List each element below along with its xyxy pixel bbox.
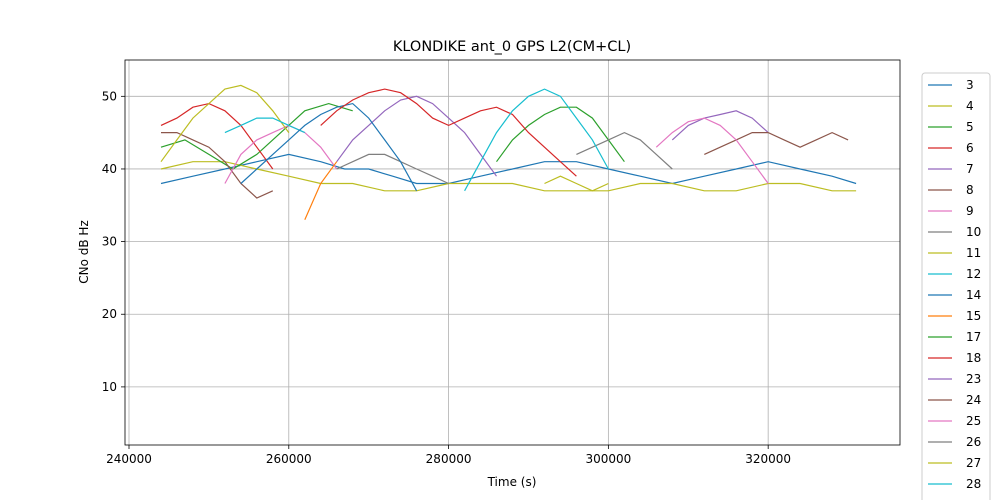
series-line-8 [161, 132, 274, 199]
series-line-4 [160, 161, 857, 192]
legend-label-25: 25 [966, 414, 981, 428]
series-line-7 [336, 95, 497, 177]
axis-ticks: 240000 260000 280000 300000 320000 10 20 30 40 50 [102, 89, 791, 466]
legend-label-23: 23 [966, 372, 981, 386]
plot-frame [124, 59, 901, 446]
x-tick-label: 320000 [745, 452, 791, 466]
legend-label-4: 4 [966, 99, 974, 113]
x-tick-label: 280000 [426, 452, 472, 466]
legend-label-5: 5 [966, 120, 974, 134]
series-line-17 [496, 106, 625, 163]
legend: 3 4 5 6 7 8 9 10 11 12 14 15 17 18 23 24 25 26 27 28 [921, 72, 991, 500]
legend-label-17: 17 [966, 330, 981, 344]
series-line-14 [240, 102, 418, 192]
series-line-27 [544, 175, 609, 192]
legend-label-26: 26 [966, 435, 981, 449]
series-line-15 [304, 161, 338, 221]
legend-label-10: 10 [966, 225, 981, 239]
series-line-10 [336, 153, 449, 185]
legend-label-7: 7 [966, 162, 974, 176]
y-axis-label: CNo dB Hz [77, 220, 91, 284]
legend-label-27: 27 [966, 456, 981, 470]
legend-label-18: 18 [966, 351, 981, 365]
x-tick-label: 260000 [266, 452, 312, 466]
y-tick-label: 20 [102, 307, 117, 321]
legend-label-28: 28 [966, 477, 981, 491]
legend-label-3: 3 [966, 78, 974, 92]
legend-label-6: 6 [966, 141, 974, 155]
series-line-25 [655, 117, 769, 184]
series-line-3 [160, 153, 857, 185]
series-line-18 [320, 88, 577, 177]
series-line-23 [671, 110, 769, 141]
y-tick-label: 30 [102, 235, 117, 249]
legend-label-11: 11 [966, 246, 981, 260]
legend-label-8: 8 [966, 183, 974, 197]
y-tick-label: 40 [102, 162, 117, 176]
series-line-24 [704, 131, 849, 155]
legend-label-15: 15 [966, 309, 981, 323]
x-axis-label: Time (s) [487, 475, 537, 489]
series-line-26 [576, 131, 673, 170]
series-line-28 [464, 88, 609, 192]
series-line-12 [224, 117, 306, 134]
series-line-11 [160, 84, 290, 163]
y-tick-label: 10 [102, 380, 117, 394]
plot-lines [160, 84, 857, 221]
x-tick-label: 240000 [106, 452, 152, 466]
legend-label-12: 12 [966, 267, 981, 281]
y-tick-label: 50 [102, 89, 117, 103]
legend-label-24: 24 [966, 393, 981, 407]
legend-box [921, 72, 991, 500]
chart-title: KLONDIKE ant_0 GPS L2(CM+CL) [393, 39, 631, 55]
legend-label-14: 14 [966, 288, 981, 302]
legend-label-9: 9 [966, 204, 974, 218]
series-line-9 [224, 124, 338, 184]
x-tick-label: 300000 [585, 452, 631, 466]
series-line-6 [160, 102, 274, 170]
series-line-5 [160, 102, 353, 170]
